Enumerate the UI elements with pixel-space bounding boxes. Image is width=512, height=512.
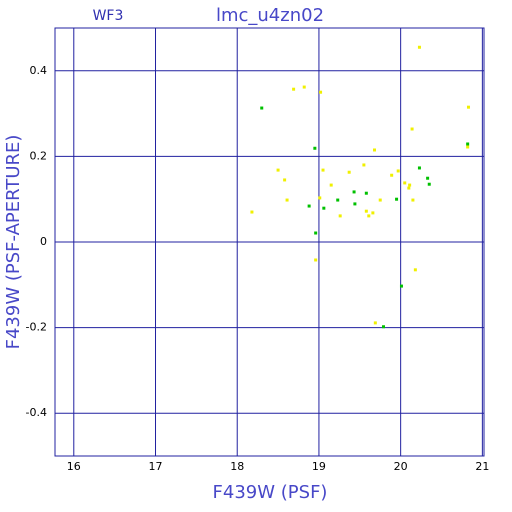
x-tick-label: 18 — [230, 460, 244, 473]
point — [390, 173, 394, 177]
point — [321, 168, 325, 172]
point — [362, 163, 366, 167]
y-tick-label: 0.2 — [30, 149, 48, 162]
point — [307, 204, 311, 208]
point — [403, 181, 407, 185]
point — [285, 198, 289, 202]
point — [427, 182, 431, 186]
chart-title: lmc_u4zn02 — [216, 5, 324, 26]
chart-subtitle: WF3 — [93, 8, 124, 24]
point — [364, 191, 368, 195]
y-axis-label: F439W (PSF-APERTURE) — [3, 135, 24, 350]
point — [319, 90, 323, 94]
y-tick-label: -0.2 — [26, 321, 47, 334]
point — [410, 127, 414, 131]
point — [426, 176, 430, 180]
y-tick-label: 0 — [40, 235, 47, 248]
point — [314, 231, 318, 235]
point — [250, 210, 254, 214]
point — [352, 190, 356, 194]
point — [411, 198, 415, 202]
point — [292, 87, 296, 91]
point — [347, 170, 351, 174]
x-axis-label: F439W (PSF) — [213, 482, 328, 503]
point — [373, 321, 377, 325]
point — [373, 148, 377, 152]
x-tick-label: 21 — [475, 460, 489, 473]
point — [336, 198, 340, 202]
point — [408, 183, 412, 187]
point — [276, 168, 280, 172]
x-tick-label: 16 — [67, 460, 81, 473]
point — [381, 325, 385, 329]
point — [417, 166, 421, 170]
point — [302, 85, 306, 89]
point — [466, 145, 470, 149]
x-tick-label: 20 — [394, 460, 408, 473]
point — [396, 169, 400, 173]
point — [413, 268, 417, 272]
point — [367, 214, 371, 218]
point — [466, 105, 470, 109]
point — [399, 284, 403, 288]
y-tick-label: -0.4 — [26, 406, 47, 419]
point — [417, 45, 421, 49]
point — [322, 206, 326, 210]
point — [466, 142, 470, 146]
point — [407, 186, 411, 190]
point — [329, 183, 333, 187]
point — [338, 214, 342, 218]
point — [283, 178, 287, 182]
x-tick-label: 19 — [312, 460, 326, 473]
point — [314, 258, 318, 262]
point — [371, 211, 375, 215]
point — [260, 106, 264, 110]
point — [318, 196, 322, 200]
y-tick-label: 0.4 — [30, 64, 48, 77]
point — [353, 202, 357, 206]
point — [395, 197, 399, 201]
point — [313, 146, 317, 150]
point — [378, 198, 382, 202]
point — [364, 209, 368, 213]
x-tick-label: 17 — [149, 460, 163, 473]
